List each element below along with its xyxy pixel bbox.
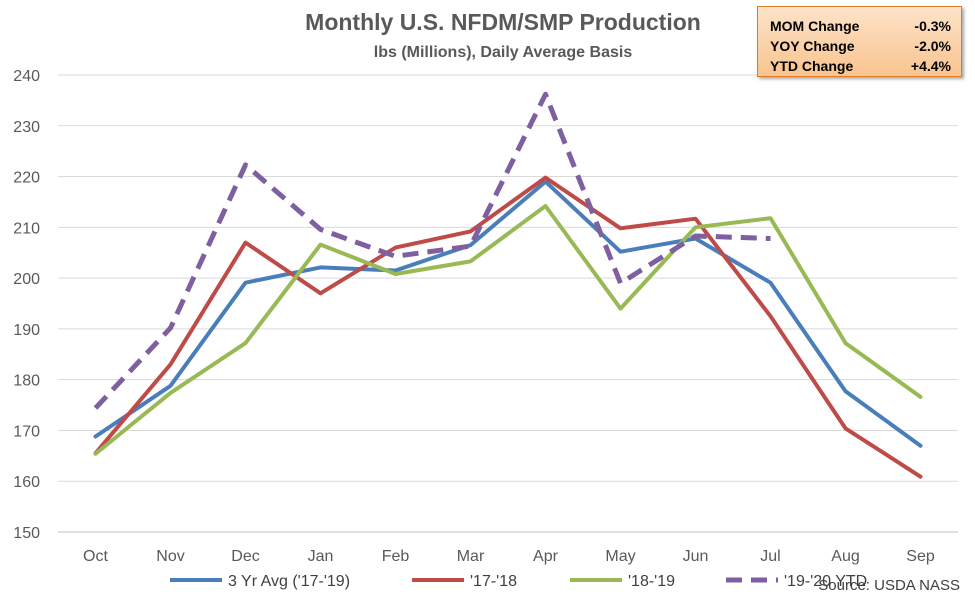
series-line-0 — [93, 179, 923, 448]
y-tick-label: 200 — [13, 271, 40, 288]
stat-row-yoy: YOY Change -2.0% — [770, 36, 951, 56]
x-tick-label: Apr — [533, 548, 559, 565]
chart-subtitle: lbs (Millions), Daily Average Basis — [374, 44, 633, 61]
y-tick-label: 230 — [13, 119, 40, 136]
x-tick-label: Dec — [231, 548, 259, 565]
change-summary-box: MOM Change -0.3% YOY Change -2.0% YTD Ch… — [757, 6, 962, 77]
y-axis: 150 160 170 180 190 200 210 220 230 240 — [13, 68, 40, 542]
series-line-1 — [93, 175, 923, 479]
y-tick-label: 240 — [13, 68, 40, 85]
x-tick-label: Jun — [683, 548, 709, 565]
x-axis: Oct Nov Dec Jan Feb Mar Apr May Jun Jul Aug Sep — [83, 548, 935, 565]
x-tick-label: Jul — [760, 548, 780, 565]
y-tick-label: 170 — [13, 423, 40, 440]
x-tick-label: Oct — [83, 548, 108, 565]
x-tick-label: Aug — [831, 548, 859, 565]
y-tick-label: 150 — [13, 525, 40, 542]
y-tick-label: 160 — [13, 474, 40, 491]
x-tick-label: Mar — [457, 548, 485, 565]
source-note: Source: USDA NASS — [818, 577, 960, 594]
legend-label: '17-'18 — [470, 573, 517, 590]
stat-row-ytd: YTD Change +4.4% — [770, 56, 951, 76]
series-line-2 — [93, 204, 923, 456]
stat-row-mom: MOM Change -0.3% — [770, 16, 951, 36]
y-tick-label: 180 — [13, 373, 40, 390]
x-tick-label: May — [605, 548, 635, 565]
y-tick-label: 190 — [13, 322, 40, 339]
series-layer — [93, 91, 923, 479]
y-tick-label: 210 — [13, 220, 40, 237]
stat-value: -2.0% — [914, 38, 951, 54]
stat-value: +4.4% — [910, 58, 951, 74]
legend: 3 Yr Avg ('17-'19) '17-'18 '18-'19 '19-'20 … — [170, 573, 867, 590]
legend-label: 3 Yr Avg ('17-'19) — [228, 573, 350, 590]
x-tick-label: Feb — [382, 548, 410, 565]
stat-label: MOM Change — [770, 18, 860, 34]
stat-label: YTD Change — [770, 58, 854, 74]
stat-label: YOY Change — [770, 38, 855, 54]
x-tick-label: Nov — [156, 548, 184, 565]
y-tick-label: 220 — [13, 170, 40, 187]
stat-value: -0.3% — [914, 18, 951, 34]
legend-label: '18-'19 — [628, 573, 675, 590]
legend-label: '19-'20 YTD — [784, 573, 867, 590]
chart-title: Monthly U.S. NFDM/SMP Production — [305, 9, 701, 35]
x-tick-label: Jan — [308, 548, 334, 565]
series-line-3 — [93, 91, 771, 410]
x-tick-label: Sep — [906, 548, 935, 565]
